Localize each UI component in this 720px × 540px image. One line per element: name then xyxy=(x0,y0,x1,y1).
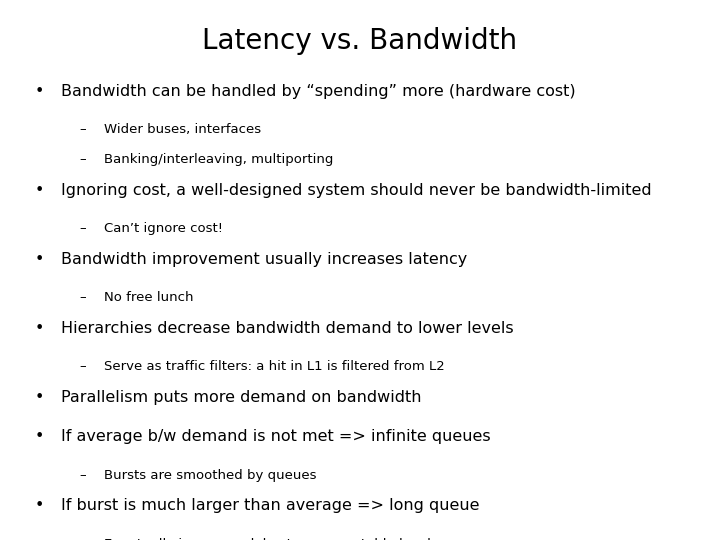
Text: •: • xyxy=(35,429,45,444)
Text: •: • xyxy=(35,498,45,514)
Text: Banking/interleaving, multiporting: Banking/interleaving, multiporting xyxy=(104,153,334,166)
Text: No free lunch: No free lunch xyxy=(104,291,194,304)
Text: –: – xyxy=(79,222,86,235)
Text: Can’t ignore cost!: Can’t ignore cost! xyxy=(104,222,223,235)
Text: Wider buses, interfaces: Wider buses, interfaces xyxy=(104,123,261,136)
Text: •: • xyxy=(35,252,45,267)
Text: Bursts are smoothed by queues: Bursts are smoothed by queues xyxy=(104,469,317,482)
Text: Bandwidth can be handled by “spending” more (hardware cost): Bandwidth can be handled by “spending” m… xyxy=(61,84,576,99)
Text: Parallelism puts more demand on bandwidth: Parallelism puts more demand on bandwidt… xyxy=(61,390,422,405)
Text: –: – xyxy=(79,291,86,304)
Text: •: • xyxy=(35,321,45,336)
Text: –: – xyxy=(79,360,86,373)
Text: •: • xyxy=(35,84,45,99)
Text: –: – xyxy=(79,469,86,482)
Text: –: – xyxy=(79,538,86,540)
Text: Hierarchies decrease bandwidth demand to lower levels: Hierarchies decrease bandwidth demand to… xyxy=(61,321,514,336)
Text: If average b/w demand is not met => infinite queues: If average b/w demand is not met => infi… xyxy=(61,429,491,444)
Text: Bandwidth improvement usually increases latency: Bandwidth improvement usually increases … xyxy=(61,252,467,267)
Text: –: – xyxy=(79,153,86,166)
Text: Serve as traffic filters: a hit in L1 is filtered from L2: Serve as traffic filters: a hit in L1 is… xyxy=(104,360,445,373)
Text: Eventually increases delay to unacceptable levels: Eventually increases delay to unacceptab… xyxy=(104,538,438,540)
Text: Latency vs. Bandwidth: Latency vs. Bandwidth xyxy=(202,27,518,55)
Text: •: • xyxy=(35,390,45,405)
Text: •: • xyxy=(35,183,45,198)
Text: Ignoring cost, a well-designed system should never be bandwidth-limited: Ignoring cost, a well-designed system sh… xyxy=(61,183,652,198)
Text: –: – xyxy=(79,123,86,136)
Text: If burst is much larger than average => long queue: If burst is much larger than average => … xyxy=(61,498,480,514)
